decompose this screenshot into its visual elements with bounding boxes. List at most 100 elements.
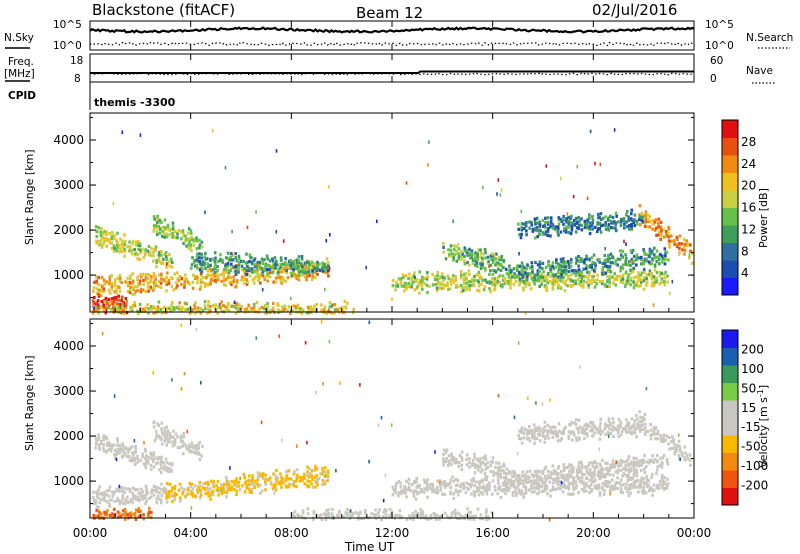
echo-cell <box>186 280 190 284</box>
echo-cell <box>163 426 167 430</box>
echo-cell <box>531 479 534 483</box>
echo-cell <box>520 489 524 493</box>
echo-cell <box>199 280 203 284</box>
echo-cell <box>311 274 315 279</box>
echo-cell <box>222 277 226 281</box>
echo-cell <box>157 300 161 304</box>
echo-cell <box>521 264 525 269</box>
echo-cell <box>491 258 495 262</box>
echo-cell <box>155 485 158 489</box>
echo-cell <box>282 308 285 312</box>
echo-cell <box>640 218 644 223</box>
echo-cell <box>209 497 212 501</box>
cpid-label: CPID <box>8 90 36 102</box>
echo-cell <box>95 495 99 499</box>
echo-cell <box>564 476 568 480</box>
echo-cell <box>450 515 453 519</box>
echo-cell <box>133 439 136 443</box>
echo-cell <box>642 481 646 485</box>
echo-cell <box>614 481 617 485</box>
echo-cell <box>566 277 570 281</box>
echo-cell <box>489 269 492 273</box>
echo-cell <box>136 309 139 313</box>
echo-cell <box>531 267 534 271</box>
echo-cell <box>331 311 334 315</box>
echo-cell <box>467 269 471 273</box>
echo-cell <box>183 279 187 284</box>
echo-cell <box>592 253 596 257</box>
echo-cell <box>646 429 649 434</box>
echo-cell <box>309 305 313 309</box>
echo-cell <box>121 496 124 500</box>
echo-cell <box>675 235 679 239</box>
echo-cell <box>419 513 422 517</box>
echo-cell <box>536 272 539 276</box>
echo-cell <box>97 433 100 437</box>
cpid-text: themis -3300 <box>94 96 176 109</box>
echo-cell <box>253 262 256 266</box>
echo-cell <box>473 493 476 497</box>
echo-cell <box>237 254 241 258</box>
echo-cell <box>661 482 665 486</box>
echo-cell <box>621 263 625 267</box>
echo-cell <box>99 243 103 247</box>
echo-cell <box>624 486 627 490</box>
echo-cell <box>588 478 591 482</box>
echo-cell <box>476 252 479 256</box>
echo-cell <box>512 282 516 286</box>
echo-cell <box>287 477 291 481</box>
echo-cell <box>683 245 686 249</box>
echo-cell <box>595 465 599 469</box>
echo-cell <box>531 434 534 438</box>
echo-cell <box>303 268 306 272</box>
echo-cell <box>175 281 178 285</box>
echo-cell <box>241 275 244 279</box>
echo-cell <box>655 260 658 264</box>
echo-cell <box>508 479 511 483</box>
echo-cell <box>574 281 577 285</box>
echo-cell <box>541 275 545 279</box>
echo-cell <box>149 277 153 281</box>
echo-cell <box>632 254 636 258</box>
echo-cell <box>450 252 454 256</box>
echo-cell <box>242 259 246 264</box>
echo-cell <box>443 479 447 484</box>
echo-cell <box>557 233 560 237</box>
echo-cell <box>582 274 586 278</box>
echo-cell <box>549 234 552 238</box>
echo-cell <box>139 487 143 491</box>
echo-cell <box>484 256 487 260</box>
echo-cell <box>562 218 565 222</box>
echo-cell <box>659 237 662 241</box>
echo-cell <box>131 292 135 297</box>
echo-cell <box>567 274 570 278</box>
echo-cell <box>434 282 438 286</box>
echo-cell <box>143 447 147 451</box>
echo-cell <box>663 258 667 262</box>
echo-cell <box>544 465 548 469</box>
echo-cell <box>153 217 156 221</box>
echo-cell <box>142 272 145 276</box>
echo-cell <box>258 260 262 265</box>
echo-cell <box>247 266 251 270</box>
echo-cell <box>689 243 692 247</box>
echo-cell <box>173 484 177 489</box>
echo-cell <box>593 460 597 464</box>
echo-cell <box>518 429 521 433</box>
colorbar-segment <box>722 225 738 243</box>
echo-cell <box>557 218 561 222</box>
echo-cell <box>141 455 144 459</box>
echo-cell <box>234 269 237 273</box>
echo-cell <box>415 480 418 484</box>
echo-cell <box>653 246 656 250</box>
echo-cell <box>458 513 462 517</box>
echo-cell <box>517 341 520 345</box>
echo-cell <box>197 443 200 447</box>
echo-cell <box>557 275 560 279</box>
echo-cell <box>646 225 650 229</box>
echo-cell <box>204 210 206 215</box>
echo-cell <box>116 285 119 289</box>
echo-cell <box>497 486 500 490</box>
echo-cell <box>569 283 573 287</box>
echo-cell <box>200 240 204 244</box>
